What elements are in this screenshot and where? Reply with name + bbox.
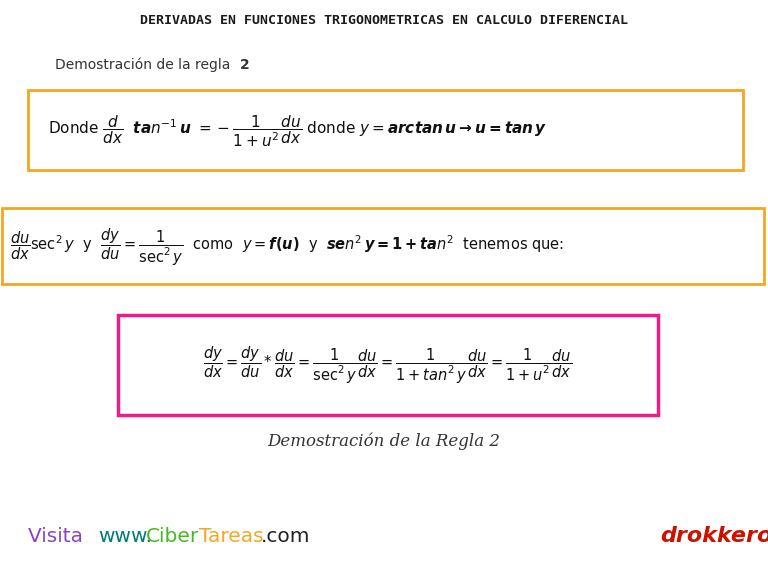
Bar — [2, 208, 764, 284]
Text: Demostración de la regla: Demostración de la regla — [55, 58, 235, 73]
Text: Tareas: Tareas — [199, 526, 263, 545]
Text: DERIVADAS EN FUNCIONES TRIGONOMETRICAS EN CALCULO DIFERENCIAL: DERIVADAS EN FUNCIONES TRIGONOMETRICAS E… — [140, 14, 628, 27]
Text: .com: .com — [261, 526, 310, 545]
Text: Ciber: Ciber — [146, 526, 199, 545]
Text: Demostración de la Regla 2: Demostración de la Regla 2 — [267, 433, 501, 450]
Text: 2: 2 — [240, 58, 250, 72]
Bar — [118, 315, 658, 415]
Text: www.: www. — [98, 526, 152, 545]
Text: $\dfrac{dy}{dx} = \dfrac{dy}{du}*\dfrac{du}{dx} = \dfrac{1}{\mathrm{sec}^2\,y}\d: $\dfrac{dy}{dx} = \dfrac{dy}{du}*\dfrac{… — [204, 344, 573, 385]
Text: Visita: Visita — [28, 526, 89, 545]
Text: Donde $\dfrac{d}{dx}$  $\boldsymbol{tan^{-1}\,u}$ $= -\dfrac{1}{1+u^2}\dfrac{du}: Donde $\dfrac{d}{dx}$ $\boldsymbol{tan^{… — [48, 113, 548, 149]
Bar — [28, 90, 743, 170]
Text: drokkeroz: drokkeroz — [660, 526, 768, 546]
Text: $\dfrac{du}{dx}\mathrm{sec}^2\,y$  y  $\dfrac{dy}{du} = \dfrac{1}{\mathrm{sec}^2: $\dfrac{du}{dx}\mathrm{sec}^2\,y$ y $\df… — [10, 226, 564, 268]
